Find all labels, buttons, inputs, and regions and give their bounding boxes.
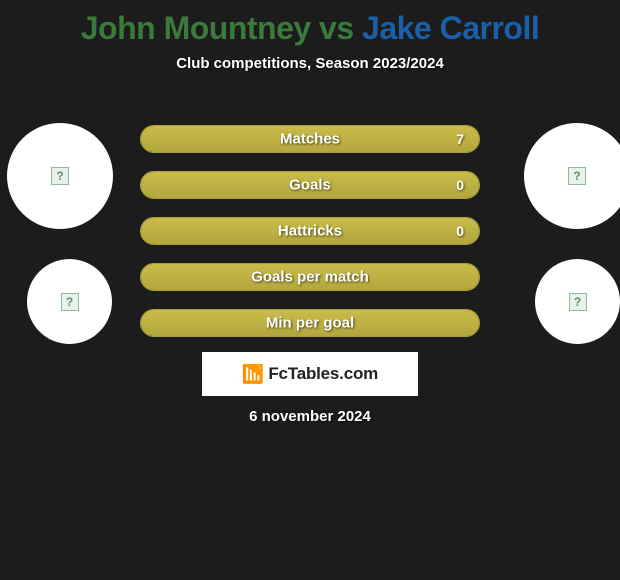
date-label: 6 november 2024 — [249, 408, 371, 425]
player1-avatar: ? — [7, 123, 113, 229]
player2-name: Jake Carroll — [362, 10, 539, 46]
player1-club-avatar: ? — [27, 259, 112, 344]
bar-label: Matches — [280, 131, 340, 148]
bar-label: Min per goal — [266, 315, 354, 332]
stat-bar: Goals 0 — [140, 171, 480, 199]
bar-label: Goals per match — [251, 269, 369, 286]
stat-bar: Matches 7 — [140, 125, 480, 153]
player2-avatar: ? — [524, 123, 620, 229]
stat-bars: Matches 7 Goals 0 Hattricks 0 Goals per match M… — [140, 125, 480, 355]
bar-value: 0 — [456, 223, 464, 239]
stat-bar: Min per goal — [140, 309, 480, 337]
stat-bar: Hattricks 0 — [140, 217, 480, 245]
placeholder-icon: ? — [51, 167, 69, 185]
comparison-title: John Mountney vs Jake Carroll — [0, 0, 620, 47]
bar-label: Hattricks — [278, 223, 342, 240]
bar-value: 7 — [456, 131, 464, 147]
vs-text: vs — [319, 10, 354, 46]
player2-club-avatar: ? — [535, 259, 620, 344]
source-badge: 📶 FcTables.com — [202, 352, 418, 396]
subtitle: Club competitions, Season 2023/2024 — [0, 55, 620, 72]
bar-value: 0 — [456, 177, 464, 193]
bar-label: Goals — [289, 177, 331, 194]
chart-icon: 📶 — [242, 364, 264, 385]
placeholder-icon: ? — [569, 293, 587, 311]
stat-bar: Goals per match — [140, 263, 480, 291]
placeholder-icon: ? — [61, 293, 79, 311]
placeholder-icon: ? — [568, 167, 586, 185]
source-text: FcTables.com — [268, 364, 378, 384]
player1-name: John Mountney — [81, 10, 311, 46]
